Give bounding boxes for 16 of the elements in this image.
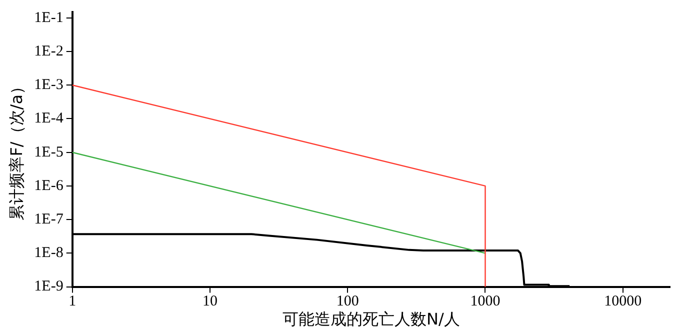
y-tick-label: 1E-9 [34, 278, 64, 295]
y-tick-label: 1E-6 [34, 178, 64, 194]
y-tick-label: 1E-5 [34, 144, 64, 160]
x-tick-label: 1000 [470, 294, 500, 310]
y-tick-label: 1E-4 [34, 110, 64, 127]
y-tick-label: 1E-7 [34, 212, 64, 228]
x-tick-label: 1 [68, 294, 76, 310]
y-tick-label: 1E-1 [34, 10, 64, 26]
x-tick-label: 10000 [604, 294, 642, 310]
y-tick-label: 1E-3 [34, 77, 64, 94]
y-axis-title: 累计频率F/（次/a） [6, 78, 26, 220]
y-tick-label: 1E-8 [34, 245, 64, 262]
x-tick-label: 10 [202, 294, 218, 310]
x-axis-title: 可能造成的死亡人数N/人 [282, 310, 460, 329]
y-tick-label: 1E-2 [34, 43, 64, 60]
x-tick-label: 100 [336, 294, 359, 310]
